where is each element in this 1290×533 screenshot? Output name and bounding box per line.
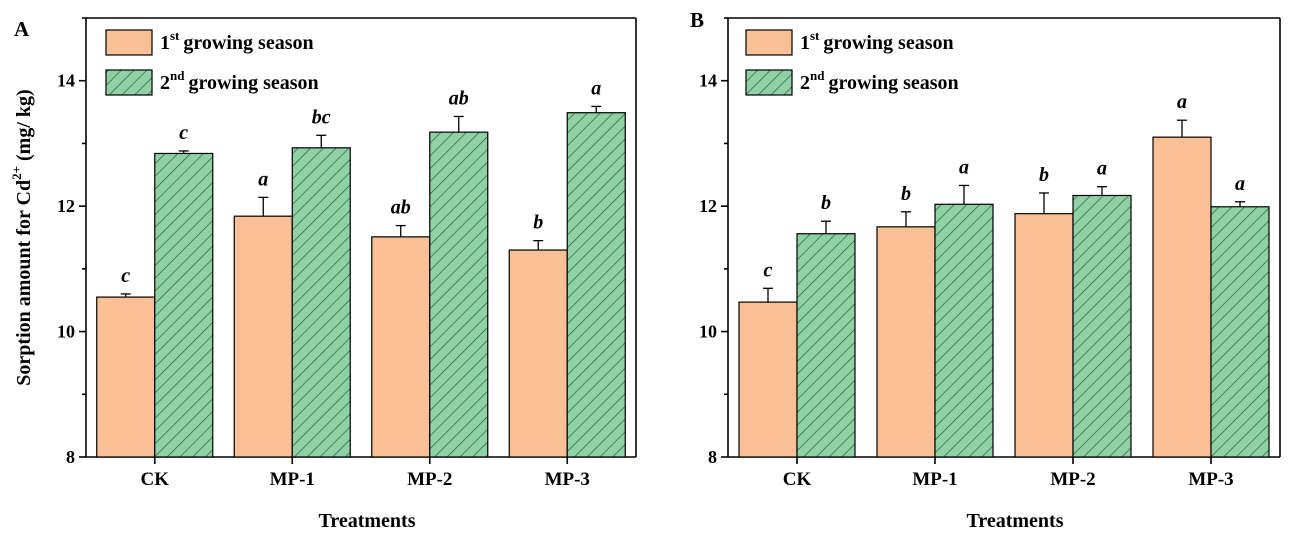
legend-superscript: st — [810, 28, 820, 43]
legend-text: growing season — [828, 72, 958, 94]
significance-letter: ab — [449, 87, 469, 109]
significance-letter: a — [1177, 91, 1187, 113]
x-tick-label: MP-3 — [545, 469, 590, 490]
significance-letter: a — [258, 168, 268, 190]
x-tick-label: MP-2 — [407, 469, 452, 490]
x-tick-label: MP-1 — [912, 469, 957, 490]
y-tick-label: 14 — [57, 71, 75, 91]
significance-letter: bc — [312, 106, 331, 128]
legend-superscript: st — [170, 28, 180, 43]
y-tick-label: 10 — [57, 322, 75, 342]
legend-number: 2 — [160, 72, 170, 94]
bar-season-1 — [1152, 136, 1212, 458]
significance-letter: c — [121, 265, 130, 287]
bar-season-2 — [154, 152, 214, 458]
bar-season-2 — [1210, 206, 1270, 458]
y-tick-label: 12 — [699, 196, 717, 216]
x-tick-label: CK — [783, 469, 812, 490]
bar-season-2 — [796, 233, 856, 458]
significance-letter: a — [1235, 173, 1245, 195]
legend-text: growing season — [183, 32, 313, 54]
significance-letter: c — [179, 122, 188, 144]
y-tick-label: 10 — [699, 322, 717, 342]
y-axis-label-superscript: 2+ — [9, 166, 24, 180]
significance-letter: b — [533, 212, 543, 234]
significance-letter: c — [764, 259, 773, 281]
bar-season-2 — [1072, 194, 1132, 458]
y-axis-label-unit: (mg/ kg) — [13, 89, 35, 166]
significance-letter: a — [959, 156, 969, 178]
legend-number: 1 — [160, 32, 170, 54]
panel-label: A — [14, 17, 30, 41]
x-tick-label: MP-2 — [1050, 469, 1095, 490]
y-axis-label: Sorption amount for Cd2+ (mg/ kg) — [9, 89, 35, 385]
bar-season-1 — [508, 249, 568, 458]
bar-season-1 — [738, 301, 798, 458]
x-tick-label: MP-3 — [1188, 469, 1233, 490]
significance-letter: b — [1039, 164, 1049, 186]
legend-label-season-2: 2nd growing season — [800, 68, 959, 94]
y-tick-label: 12 — [57, 196, 75, 216]
legend-label-season-2: 2nd growing season — [160, 68, 319, 94]
legend-swatch-season-2 — [745, 69, 793, 96]
y-axis-label-main: Sorption amount for Cd — [13, 180, 35, 386]
bar-season-1 — [96, 296, 156, 458]
x-tick-label: MP-1 — [270, 469, 315, 490]
legend-text: growing season — [188, 72, 318, 94]
y-tick-label: 14 — [699, 71, 717, 91]
significance-letter: b — [901, 183, 911, 205]
significance-letter: a — [591, 77, 601, 99]
legend-label-season-1: 1st growing season — [800, 28, 954, 54]
legend-text: growing season — [823, 32, 953, 54]
bar-season-1 — [233, 215, 293, 458]
legend-number: 2 — [800, 72, 810, 94]
x-axis-label: Treatments — [318, 510, 415, 532]
panel-label: B — [690, 8, 704, 32]
legend-superscript: nd — [810, 68, 825, 83]
bar-season-1 — [876, 226, 936, 458]
significance-letter: a — [1097, 158, 1107, 180]
bar-season-1 — [371, 236, 431, 458]
legend-swatch-season-1 — [745, 29, 793, 56]
significance-letter: b — [821, 192, 831, 214]
bar-season-1 — [1014, 213, 1074, 458]
y-tick-label: 8 — [66, 447, 75, 467]
x-tick-label: CK — [141, 469, 170, 490]
legend-number: 1 — [800, 32, 810, 54]
legend-label-season-1: 1st growing season — [160, 28, 314, 54]
y-tick-label: 8 — [708, 447, 717, 467]
bar-season-2 — [291, 147, 351, 458]
significance-letter: ab — [391, 197, 411, 219]
bar-season-2 — [429, 131, 489, 458]
bar-season-2 — [934, 203, 994, 458]
legend-swatch-season-1 — [105, 29, 153, 56]
x-axis-label: Treatments — [966, 510, 1063, 532]
legend-swatch-season-2 — [105, 69, 153, 96]
legend-superscript: nd — [170, 68, 185, 83]
bar-season-2 — [566, 112, 626, 458]
